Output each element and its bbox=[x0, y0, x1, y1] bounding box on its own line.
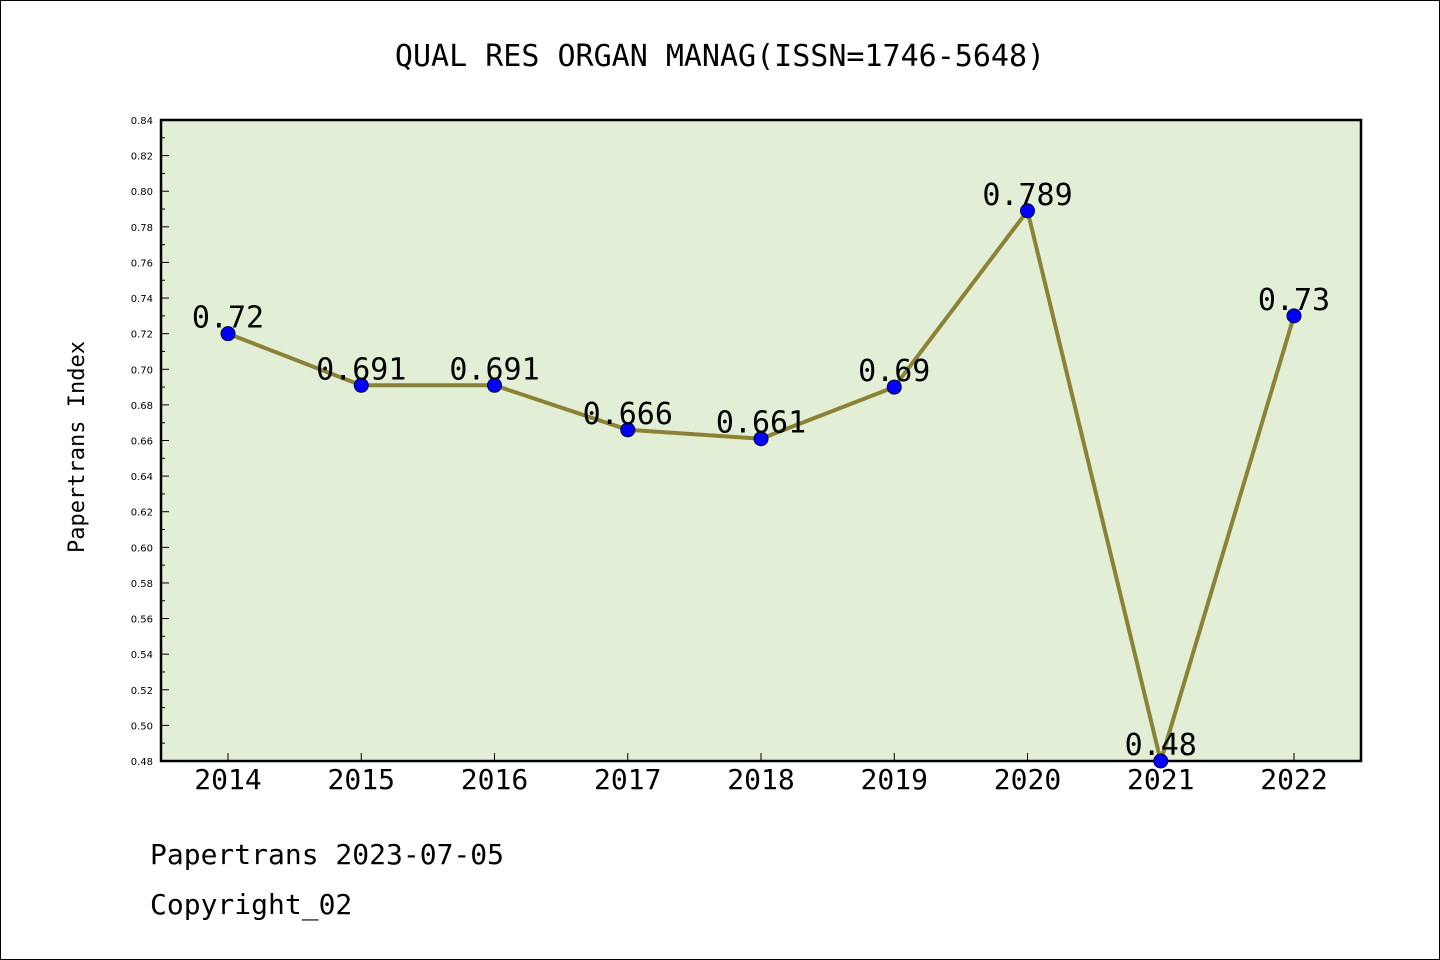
y-tick-label: 0.70 bbox=[131, 365, 153, 376]
y-tick-label: 0.48 bbox=[131, 757, 153, 768]
data-point bbox=[1153, 753, 1169, 769]
y-tick-label: 0.82 bbox=[131, 152, 153, 163]
y-tick-label: 0.76 bbox=[131, 258, 153, 269]
data-label: 0.69 bbox=[858, 354, 930, 389]
x-tick-label: 2019 bbox=[861, 763, 928, 796]
x-tick-label: 2018 bbox=[727, 763, 794, 796]
x-tick-label: 2014 bbox=[194, 763, 261, 796]
data-point bbox=[1286, 308, 1302, 324]
y-tick-label: 0.80 bbox=[131, 187, 153, 198]
x-tick-label: 2016 bbox=[461, 763, 528, 796]
x-tick-label: 2020 bbox=[994, 763, 1061, 796]
data-point bbox=[220, 326, 236, 342]
x-axis: 2014 2015 2016 2017 2018 2019 2020 2021 2022 bbox=[194, 753, 1328, 796]
data-label: 0.72 bbox=[192, 301, 264, 336]
y-axis: 0.48 0.50 0.52 0.54 0.56 0.58 0.60 0.62 0.64 0.66… bbox=[131, 116, 169, 768]
x-tick-label: 2017 bbox=[594, 763, 661, 796]
data-label: 0.48 bbox=[1125, 728, 1197, 763]
data-label: 0.661 bbox=[716, 406, 806, 441]
footer-date: Papertrans 2023-07-05 bbox=[150, 838, 504, 871]
data-point bbox=[353, 377, 369, 393]
data-label: 0.691 bbox=[449, 352, 539, 387]
data-labels: 0.72 0.691 0.691 0.666 0.661 0.69 0.789 0.48 0.7… bbox=[192, 178, 1330, 763]
data-label: 0.789 bbox=[982, 178, 1072, 213]
data-point bbox=[753, 431, 769, 447]
y-tick-label: 0.60 bbox=[131, 543, 153, 554]
series-group bbox=[220, 203, 1302, 769]
data-label: 0.73 bbox=[1258, 283, 1330, 318]
data-point bbox=[886, 379, 902, 395]
data-label: 0.666 bbox=[583, 397, 673, 432]
y-tick-label: 0.64 bbox=[131, 472, 153, 483]
data-label: 0.691 bbox=[316, 352, 406, 387]
data-point bbox=[487, 377, 502, 393]
y-tick-label: 0.58 bbox=[131, 579, 153, 590]
chart-title: QUAL RES ORGAN MANAG(ISSN=1746-5648) bbox=[395, 39, 1045, 74]
y-tick-label: 0.74 bbox=[131, 294, 153, 305]
data-point bbox=[1020, 203, 1035, 219]
footer-copyright: Copyright_02 bbox=[150, 888, 352, 922]
y-tick-label: 0.52 bbox=[131, 686, 153, 697]
x-tick-label: 2022 bbox=[1260, 763, 1327, 796]
y-tick-label: 0.66 bbox=[131, 437, 153, 448]
y-tick-label: 0.78 bbox=[131, 223, 153, 234]
y-tick-label: 0.62 bbox=[131, 508, 153, 519]
y-tick-label: 0.50 bbox=[131, 721, 153, 732]
x-tick-label: 2015 bbox=[328, 763, 395, 796]
data-point bbox=[620, 422, 636, 438]
y-tick-label: 0.54 bbox=[131, 650, 153, 661]
y-tick-label: 0.56 bbox=[131, 615, 153, 626]
y-tick-label: 0.72 bbox=[131, 330, 153, 341]
y-tick-label: 0.84 bbox=[131, 116, 153, 127]
y-tick-label: 0.68 bbox=[131, 401, 153, 412]
y-axis-label: Papertrans Index bbox=[65, 341, 90, 553]
